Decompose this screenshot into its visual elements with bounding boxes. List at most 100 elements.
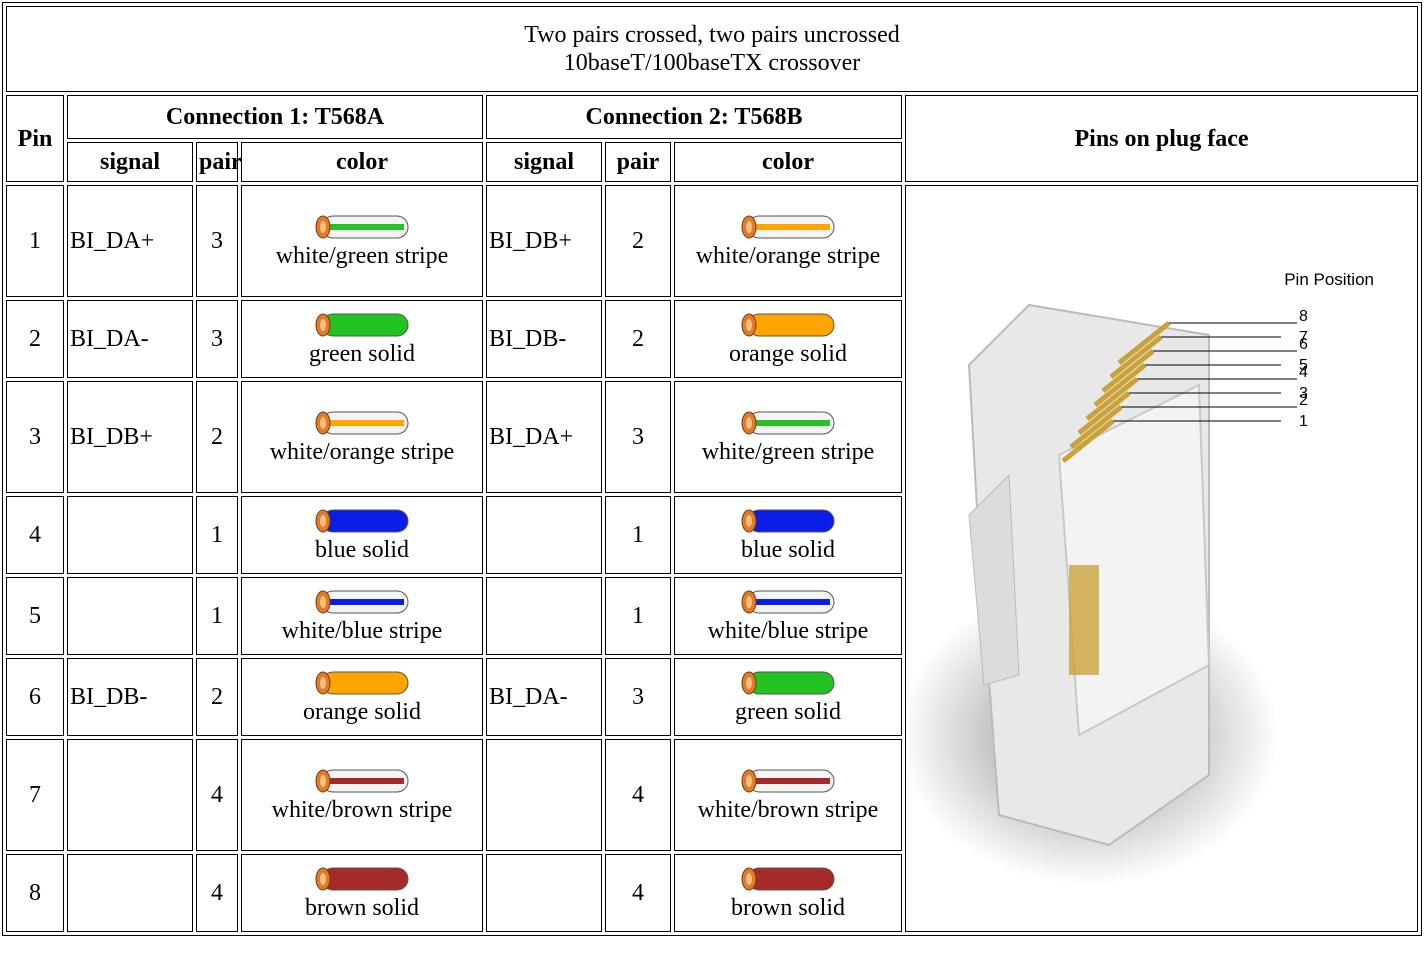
pin-number: 7 [1299,329,1308,346]
table-row: 3 BI_DB+ 2 white/orange stripe BI_DA+ 3 white/… [6,381,1418,493]
table-cell: white/orange stripe [241,381,483,493]
wire-core [746,873,752,885]
table-cell: 1 [196,496,238,574]
table-cell: blue solid [674,496,902,574]
table-cell: 1 [605,577,671,655]
wire-stripe [326,778,404,784]
color-text: white/orange stripe [269,439,455,465]
wire-core [746,515,752,527]
color-text: green solid [309,341,415,367]
plug-header: Pins on plug face [905,95,1418,182]
table-cell: BI_DB+ [67,381,193,493]
gold-pin [1076,391,1131,435]
wire-icon [315,411,409,435]
wire-icon [741,671,835,695]
wire-icon [315,769,409,793]
connection-header: Connection 2: T568B [486,95,902,139]
table-cell: white/green stripe [674,381,902,493]
pin-number: 5 [1299,357,1308,374]
wire-core [746,596,752,608]
table-cell: 6 [6,658,64,736]
color-text: white/blue stripe [707,618,869,644]
crossover-table: Two pairs crossed, two pairs uncrossed 1… [2,2,1422,936]
gold-pin [1116,321,1171,365]
table-cell: BI_DB+ [486,185,602,297]
table-cell: white/brown stripe [674,739,902,851]
table-cell: 3 [605,658,671,736]
table-row: 2 BI_DA- 3 green solid BI_DB- 2 orange solid [6,300,1418,378]
table-cell: BI_DA+ [67,185,193,297]
table-cell: white/green stripe [241,185,483,297]
signal-header: signal [486,142,602,182]
table-cell: brown solid [674,854,902,932]
wire-core [746,417,752,429]
wire-core [320,775,326,787]
table-cell: green solid [674,658,902,736]
table-row: 7 4 white/brown stripe 4 white/brown stripe [6,739,1418,851]
table-cell: 2 [196,658,238,736]
gold-pin [1068,405,1123,449]
wire-icon [315,313,409,337]
table-cell: 1 [196,577,238,655]
wire-core [320,596,326,608]
plug-latch [967,473,1020,686]
table-cell [67,496,193,574]
wire-icon [315,590,409,614]
table-cell: 2 [605,300,671,378]
table-cell: 4 [196,854,238,932]
wire-body [747,671,835,695]
color-text: blue solid [741,537,835,563]
gold-pin [1100,349,1155,393]
table-cell: 3 [196,185,238,297]
wire-stripe [326,224,404,230]
wire-icon [315,671,409,695]
wire-core [746,319,752,331]
table-cell [67,577,193,655]
wire-icon [741,313,835,337]
color-text: blue solid [315,537,409,563]
table-cell: 2 [605,185,671,297]
title-cell: Two pairs crossed, two pairs uncrossed 1… [6,6,1418,92]
table-cell [486,854,602,932]
wire-stripe [326,599,404,605]
table-cell: white/orange stripe [674,185,902,297]
signal-header: signal [67,142,193,182]
table-cell [486,496,602,574]
table-cell: orange solid [674,300,902,378]
table-cell: BI_DB- [67,658,193,736]
color-header: color [241,142,483,182]
table-row: 6 BI_DB- 2 orange solid BI_DA- 3 green solid [6,658,1418,736]
table-row: 1 BI_DA+ 3 white/green stripe BI_DB+ 2 white/o… [6,185,1418,932]
table-cell: white/brown stripe [241,739,483,851]
table-cell: 1 [6,185,64,297]
table-cell: BI_DA- [67,300,193,378]
gold-pin [1108,335,1163,379]
table-cell: 3 [196,300,238,378]
table-cell: 4 [196,739,238,851]
pin-header: Pin [6,95,64,182]
wire-core [320,417,326,429]
table-cell [486,739,602,851]
pin-number: 6 [1299,336,1308,353]
wire-icon [741,215,835,239]
gold-pin [1060,419,1115,463]
wire-body [747,867,835,891]
title-line: Two pairs crossed, two pairs uncrossed [524,22,900,48]
pin-number: 3 [1299,385,1308,402]
wire-body [321,671,409,695]
wire-core [320,677,326,689]
color-text: white/green stripe [275,243,449,269]
table-cell: 8 [6,854,64,932]
wire-core [746,775,752,787]
wire-icon [315,509,409,533]
table-cell [486,577,602,655]
pin-number: 1 [1299,413,1308,430]
wire-body [321,867,409,891]
wire-core [320,515,326,527]
table-cell: 3 [605,381,671,493]
table-cell: 3 [6,381,64,493]
gold-pin [1084,377,1139,421]
pair-header: pair [196,142,242,182]
plug-image: Pin Position 8 76 54 32 1 [898,270,1374,885]
pin-number: 2 [1299,392,1308,409]
